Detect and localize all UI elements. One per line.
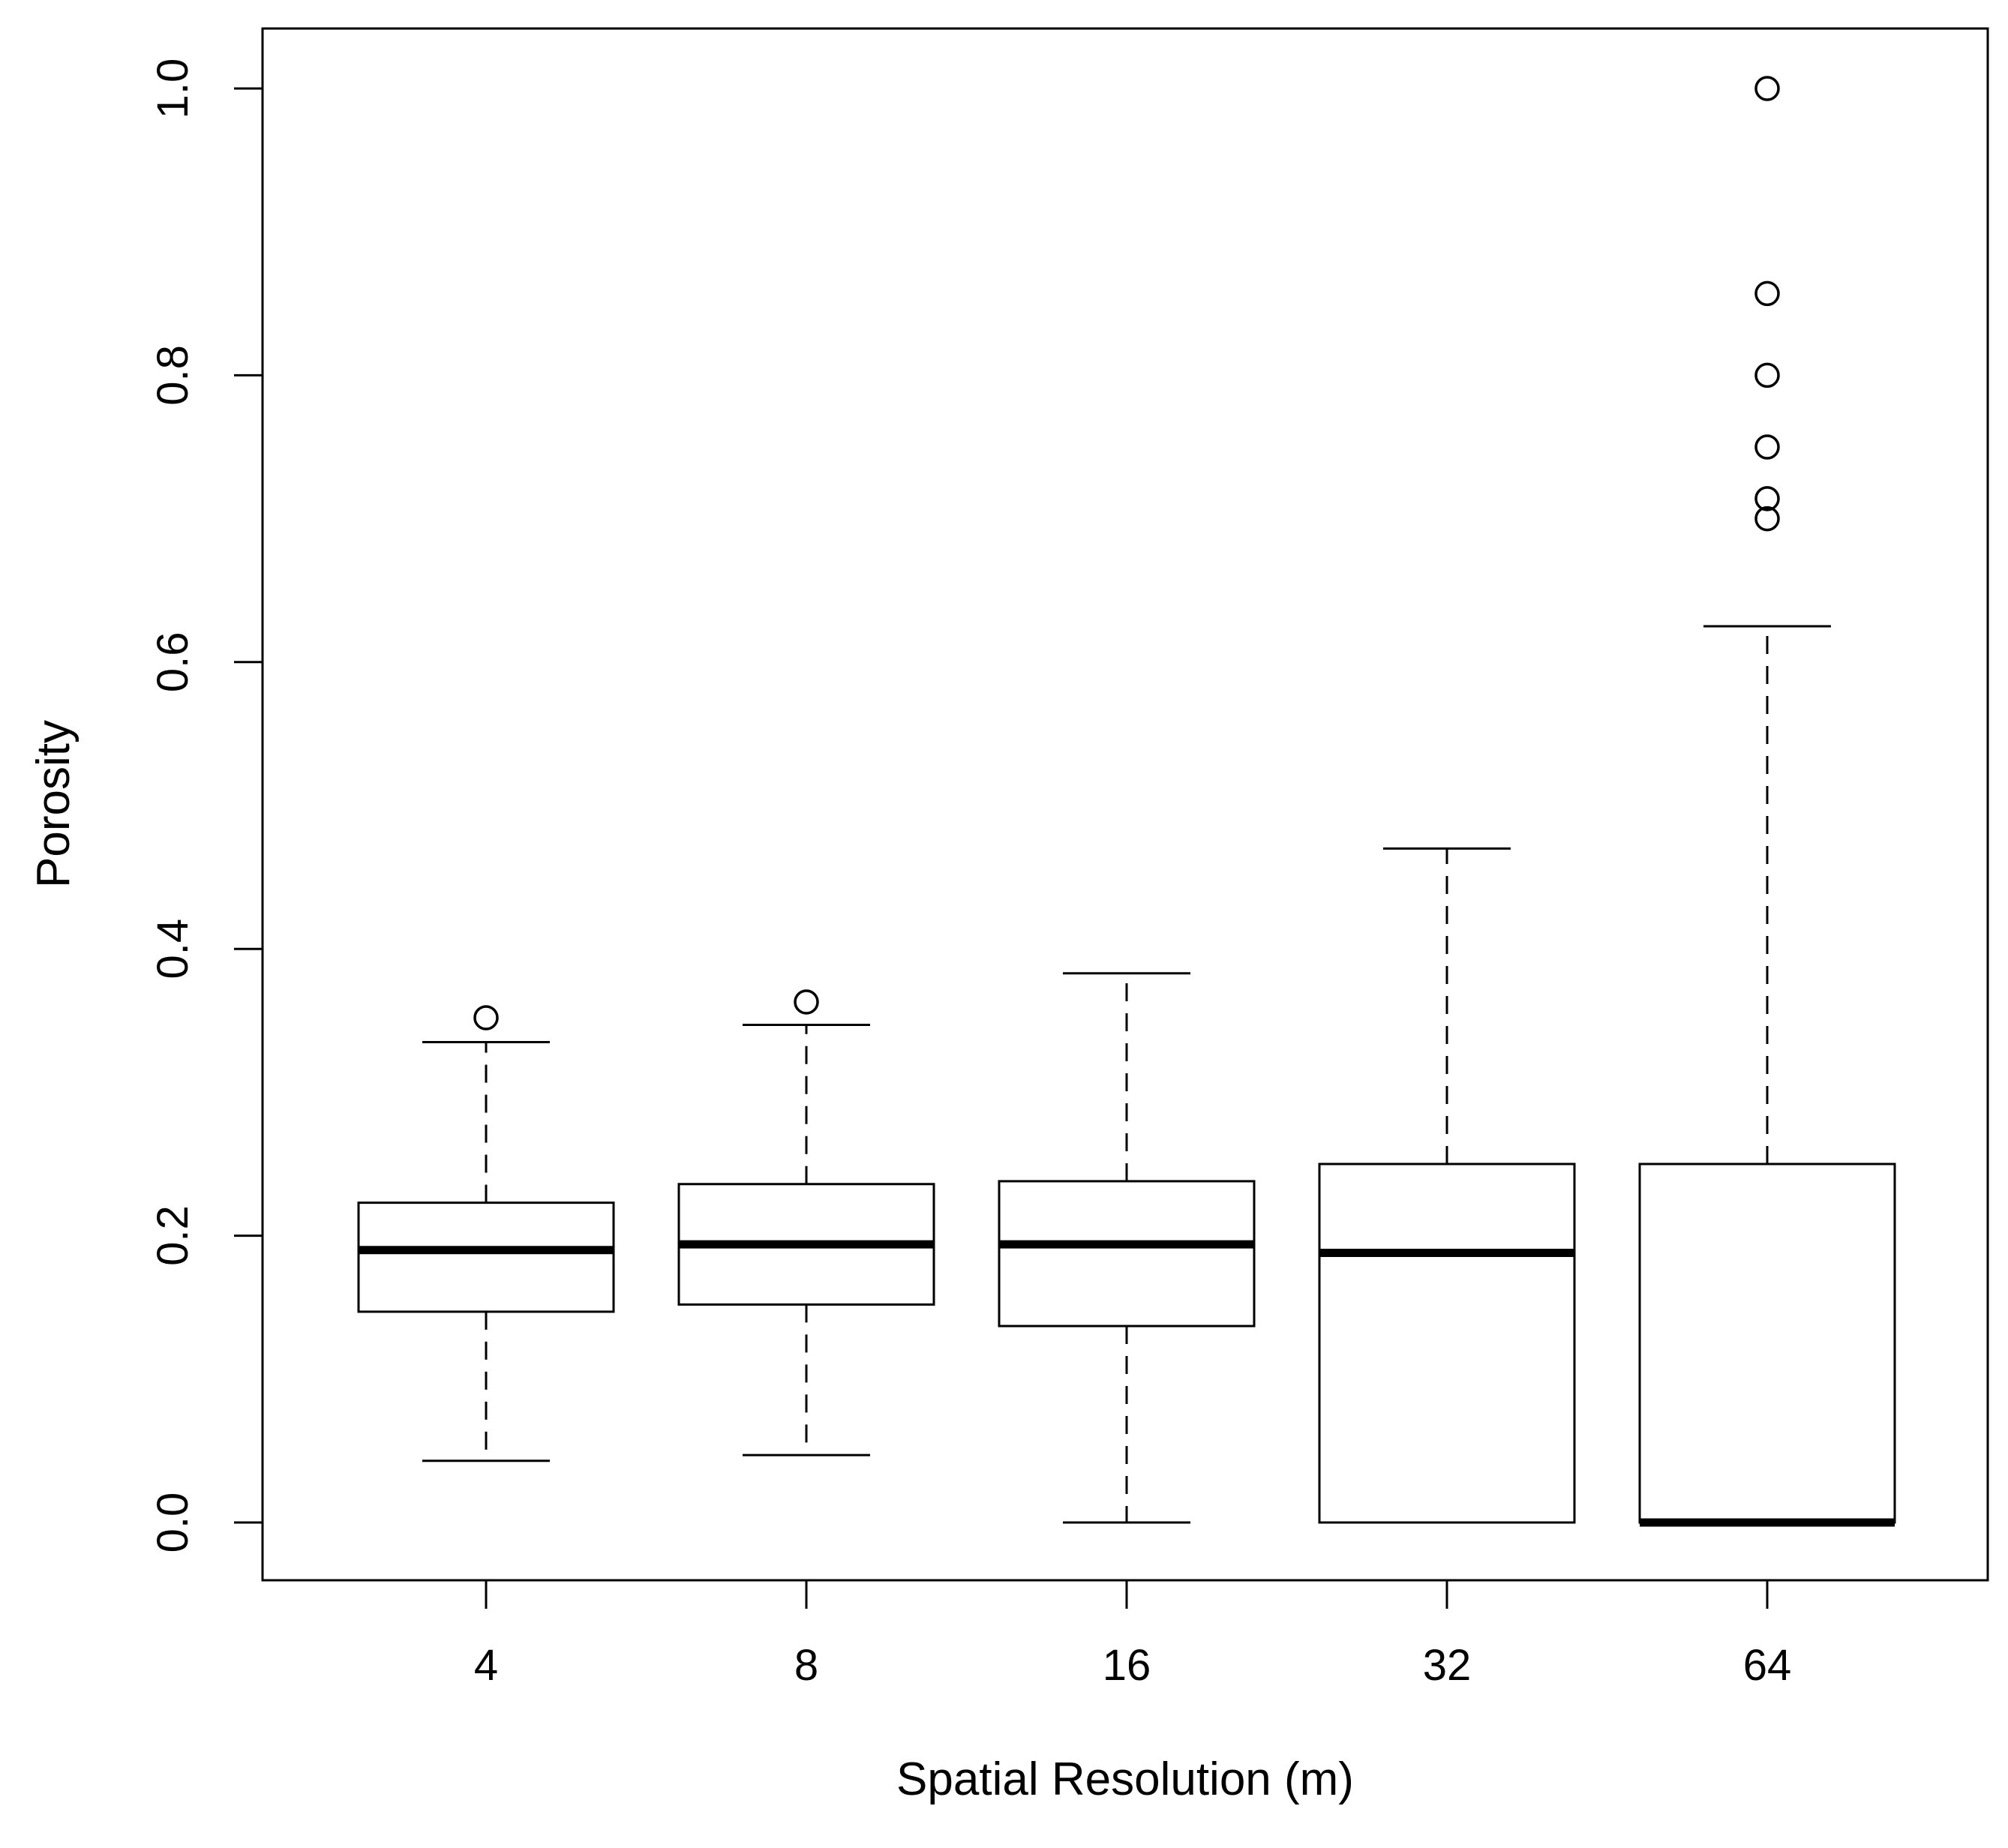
x-tick-label: 8 xyxy=(794,1641,818,1690)
y-tick-label: 0.2 xyxy=(149,1205,197,1266)
box-group-16 xyxy=(998,972,1256,1524)
outlier-point xyxy=(794,989,819,1015)
y-tick-label: 1.0 xyxy=(149,58,197,119)
outlier-point xyxy=(1754,486,1780,512)
x-axis-label: Spatial Resolution (m) xyxy=(896,1754,1354,1805)
box-group-4 xyxy=(357,1005,615,1462)
outlier-point xyxy=(473,1005,499,1030)
plot-frame xyxy=(261,27,1989,1582)
y-tick-label: 0.6 xyxy=(149,632,197,692)
y-tick-label: 0.0 xyxy=(149,1492,197,1553)
iqr-box xyxy=(357,1202,615,1313)
iqr-box xyxy=(1318,1162,1576,1524)
iqr-box xyxy=(1638,1162,1896,1524)
y-axis-label: Porosity xyxy=(28,720,80,888)
iqr-box xyxy=(998,1180,1256,1328)
outlier-point xyxy=(1754,434,1780,460)
x-tick-label: 32 xyxy=(1423,1641,1472,1690)
outlier-point xyxy=(1754,76,1780,101)
outlier-point xyxy=(1754,506,1780,532)
y-tick-label: 0.8 xyxy=(149,345,197,406)
x-tick-label: 64 xyxy=(1743,1641,1792,1690)
x-tick-label: 16 xyxy=(1103,1641,1151,1690)
x-tick-label: 4 xyxy=(474,1641,498,1690)
outlier-point xyxy=(1754,362,1780,388)
outlier-point xyxy=(1754,280,1780,307)
box-group-32 xyxy=(1318,847,1576,1524)
y-tick-label: 0.4 xyxy=(149,919,197,980)
box-group-64 xyxy=(1638,76,1896,1527)
box-group-8 xyxy=(677,989,935,1456)
